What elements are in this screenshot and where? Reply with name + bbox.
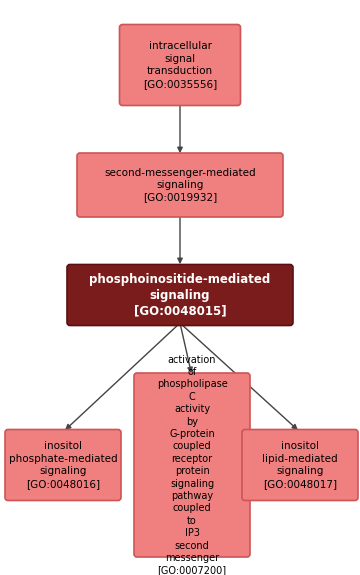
Text: second-messenger-mediated
signaling
[GO:0019932]: second-messenger-mediated signaling [GO:… (104, 167, 256, 202)
Text: activation
of
phospholipase
C
activity
by
G-protein
coupled
receptor
protein
sig: activation of phospholipase C activity b… (157, 355, 228, 575)
FancyBboxPatch shape (67, 264, 293, 325)
Text: phosphoinositide-mediated
signaling
[GO:0048015]: phosphoinositide-mediated signaling [GO:… (89, 273, 271, 317)
FancyBboxPatch shape (77, 153, 283, 217)
FancyBboxPatch shape (5, 430, 121, 500)
FancyBboxPatch shape (242, 430, 358, 500)
FancyBboxPatch shape (134, 373, 250, 557)
Text: intracellular
signal
transduction
[GO:0035556]: intracellular signal transduction [GO:00… (143, 41, 217, 89)
FancyBboxPatch shape (120, 25, 240, 105)
Text: inositol
lipid-mediated
signaling
[GO:0048017]: inositol lipid-mediated signaling [GO:00… (262, 442, 338, 489)
Text: inositol
phosphate-mediated
signaling
[GO:0048016]: inositol phosphate-mediated signaling [G… (9, 442, 117, 489)
